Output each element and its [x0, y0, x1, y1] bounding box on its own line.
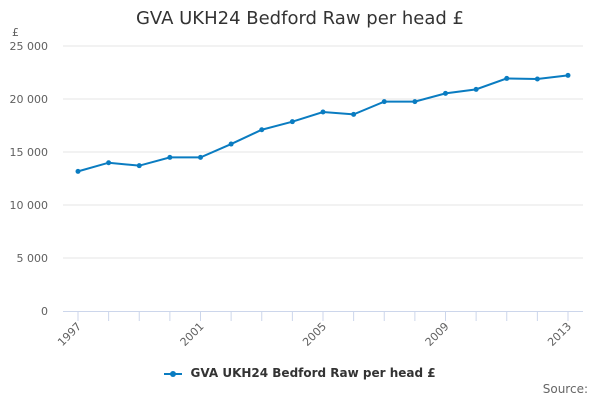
data-point	[381, 99, 387, 105]
data-point	[473, 86, 479, 92]
source-label: Source:	[542, 382, 588, 396]
x-tick-label: 2009	[423, 320, 452, 349]
y-axis-label: £	[12, 26, 19, 39]
x-tick-label: 1997	[55, 320, 84, 349]
data-point	[259, 127, 265, 133]
y-tick-label: 20 000	[10, 93, 49, 106]
data-point	[75, 168, 81, 174]
x-tick-label: 2013	[545, 320, 574, 349]
data-point	[504, 75, 510, 81]
data-point	[228, 141, 234, 147]
y-tick-label: 25 000	[10, 40, 49, 53]
data-point	[412, 99, 418, 105]
data-point	[351, 111, 357, 117]
y-tick-label: 15 000	[10, 146, 49, 159]
data-point	[534, 76, 540, 82]
data-point	[443, 90, 448, 96]
x-tick-label: 2001	[178, 320, 207, 349]
chart-title: GVA UKH24 Bedford Raw per head £	[135, 8, 465, 29]
data-point	[289, 119, 295, 125]
data-point	[198, 154, 203, 160]
data-point	[565, 72, 571, 78]
y-tick-label: 0	[41, 305, 48, 318]
legend-line-marker	[164, 370, 183, 377]
x-tick-label: 2005	[300, 320, 329, 349]
series-line	[77, 74, 569, 173]
data-point	[320, 109, 326, 115]
legend-label: GVA UKH24 Bedford Raw per head £	[190, 366, 436, 380]
data-point	[136, 163, 142, 169]
legend-item[interactable]: GVA UKH24 Bedford Raw per head £	[0, 366, 600, 380]
data-point	[167, 154, 173, 160]
y-tick-label: 10 000	[10, 199, 49, 212]
y-tick-label: 5 000	[17, 252, 49, 265]
data-point	[106, 160, 112, 166]
